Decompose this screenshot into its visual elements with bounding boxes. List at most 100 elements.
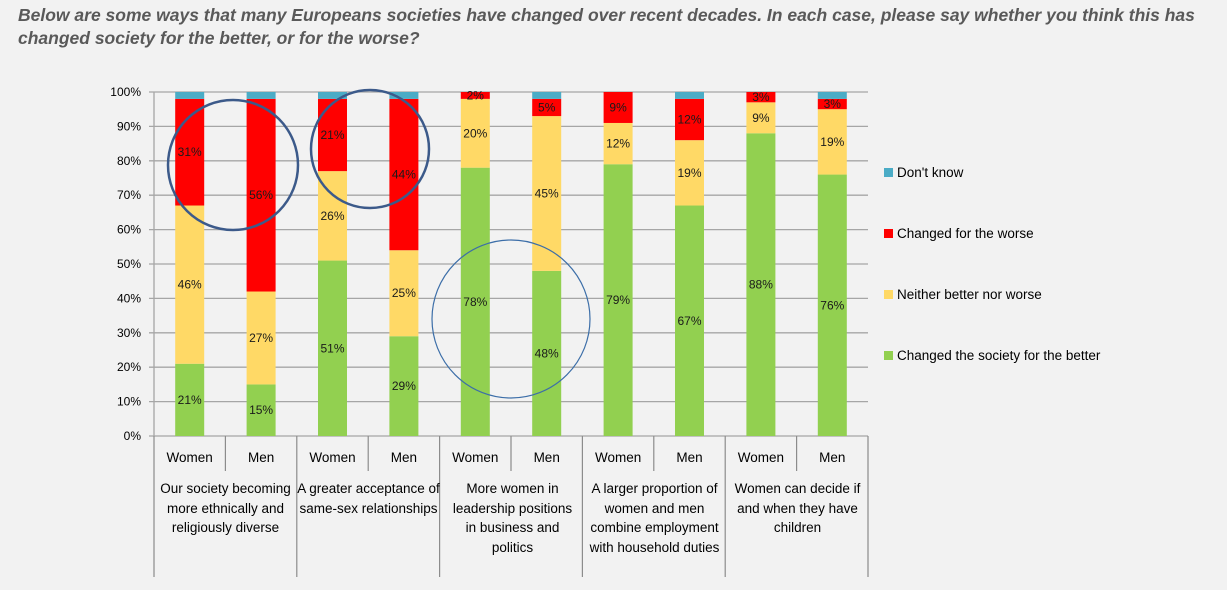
bar-segment [817, 98, 847, 110]
legend-item-dont-know: Don't know [884, 165, 963, 180]
x-category-label: Women [452, 450, 498, 465]
data-label: 79% [606, 293, 630, 307]
bar-segment [817, 109, 847, 175]
bar-segment [603, 122, 633, 165]
legend-label: Neither better nor worse [897, 287, 1042, 302]
bar-segment [460, 167, 490, 436]
legend-item-better: Changed the society for the better [884, 348, 1100, 363]
group-label-children: Women can decide if and when they have c… [734, 481, 861, 535]
bar-segment [817, 92, 847, 99]
bar-segment [318, 92, 347, 99]
data-label: 3% [752, 90, 770, 104]
bar-segment [532, 98, 562, 117]
bar-segment [460, 98, 490, 168]
legend-item-neither: Neither better nor worse [884, 287, 1042, 302]
bar-segment [603, 92, 633, 123]
group-label-employment: A larger proportion of women and men com… [589, 481, 720, 555]
legend-label: Changed for the worse [897, 226, 1034, 241]
data-label: 19% [820, 135, 844, 149]
data-label: 88% [749, 278, 773, 292]
bar-segment [532, 270, 562, 436]
x-category-label: Women [738, 450, 784, 465]
data-label: 76% [820, 298, 844, 312]
y-tick-label: 30% [117, 326, 141, 340]
data-label: 31% [178, 145, 202, 159]
data-label: 5% [538, 100, 556, 114]
data-label: 19% [677, 166, 701, 180]
bar-segment [817, 174, 847, 436]
data-label: 56% [249, 188, 273, 202]
data-label: 3% [824, 97, 842, 111]
legend-label: Changed the society for the better [897, 348, 1101, 363]
y-tick-label: 0% [124, 429, 142, 443]
bar-segment [246, 92, 276, 99]
data-label: 51% [320, 341, 344, 355]
x-category-label: Men [534, 450, 560, 465]
y-tick-label: 90% [117, 119, 141, 133]
annotation-circle [431, 239, 591, 399]
y-tick-label: 10% [117, 395, 141, 409]
data-label: 67% [677, 314, 701, 328]
y-tick-label: 40% [117, 291, 141, 305]
bar-segment [246, 98, 276, 292]
x-category-label: Women [595, 450, 641, 465]
group-label-diverse: Our society becoming more ethnically and… [160, 481, 291, 535]
x-category-label: Men [391, 450, 417, 465]
y-tick-label: 100% [110, 85, 141, 99]
data-label: 29% [392, 379, 416, 393]
bar-segment [246, 291, 276, 385]
bar-segment [389, 92, 419, 99]
x-category-label: Men [819, 450, 845, 465]
y-tick-label: 70% [117, 188, 141, 202]
bar-segment [175, 205, 205, 364]
chart-title: Below are some ways that many Europeans … [18, 5, 1195, 48]
bar-segment [746, 102, 776, 134]
data-label: 12% [677, 113, 701, 127]
data-label: 21% [320, 128, 344, 142]
legend-swatch-worse [884, 229, 893, 238]
data-label: 46% [178, 278, 202, 292]
annotation-circle [166, 98, 300, 232]
bar-segment [532, 92, 562, 99]
data-label: 26% [320, 209, 344, 223]
y-tick-label: 20% [117, 360, 141, 374]
data-label: 20% [463, 126, 487, 140]
data-label: 9% [752, 111, 770, 125]
bar-segment [675, 140, 704, 206]
group-label-leadership: More women in leadership positions in bu… [452, 481, 573, 555]
bar-segment [389, 250, 419, 337]
bar-segment [675, 92, 704, 99]
data-label: 44% [392, 168, 416, 182]
bar-segment [460, 92, 490, 99]
legend-swatch-neither [884, 290, 893, 299]
bar-segment [175, 92, 205, 99]
x-category-label: Men [676, 450, 702, 465]
bar-segment [318, 260, 347, 436]
data-label: 2% [467, 88, 485, 102]
legend-item-worse: Changed for the worse [884, 226, 1034, 241]
data-label: 48% [535, 346, 559, 360]
data-label: 78% [463, 295, 487, 309]
bar-segment [389, 98, 419, 251]
x-category-label: Men [248, 450, 274, 465]
legend-label: Don't know [897, 165, 964, 180]
y-tick-label: 60% [117, 223, 141, 237]
data-label: 21% [178, 393, 202, 407]
x-category-label: Women [167, 450, 213, 465]
bar-segment [603, 164, 633, 437]
data-label: 25% [392, 286, 416, 300]
data-label: 27% [249, 331, 273, 345]
data-label: 9% [609, 100, 627, 114]
bar-segment [746, 92, 776, 103]
y-tick-label: 80% [117, 154, 141, 168]
bar-segment [675, 205, 704, 436]
bar-segment [389, 336, 419, 436]
x-category-label: Women [309, 450, 355, 465]
bar-segment [246, 384, 276, 436]
bar-segment [318, 98, 347, 172]
annotation-circle [309, 88, 431, 210]
data-label: 45% [535, 186, 559, 200]
bar-segment [746, 133, 776, 436]
data-label: 15% [249, 403, 273, 417]
legend-swatch-better [884, 351, 893, 360]
